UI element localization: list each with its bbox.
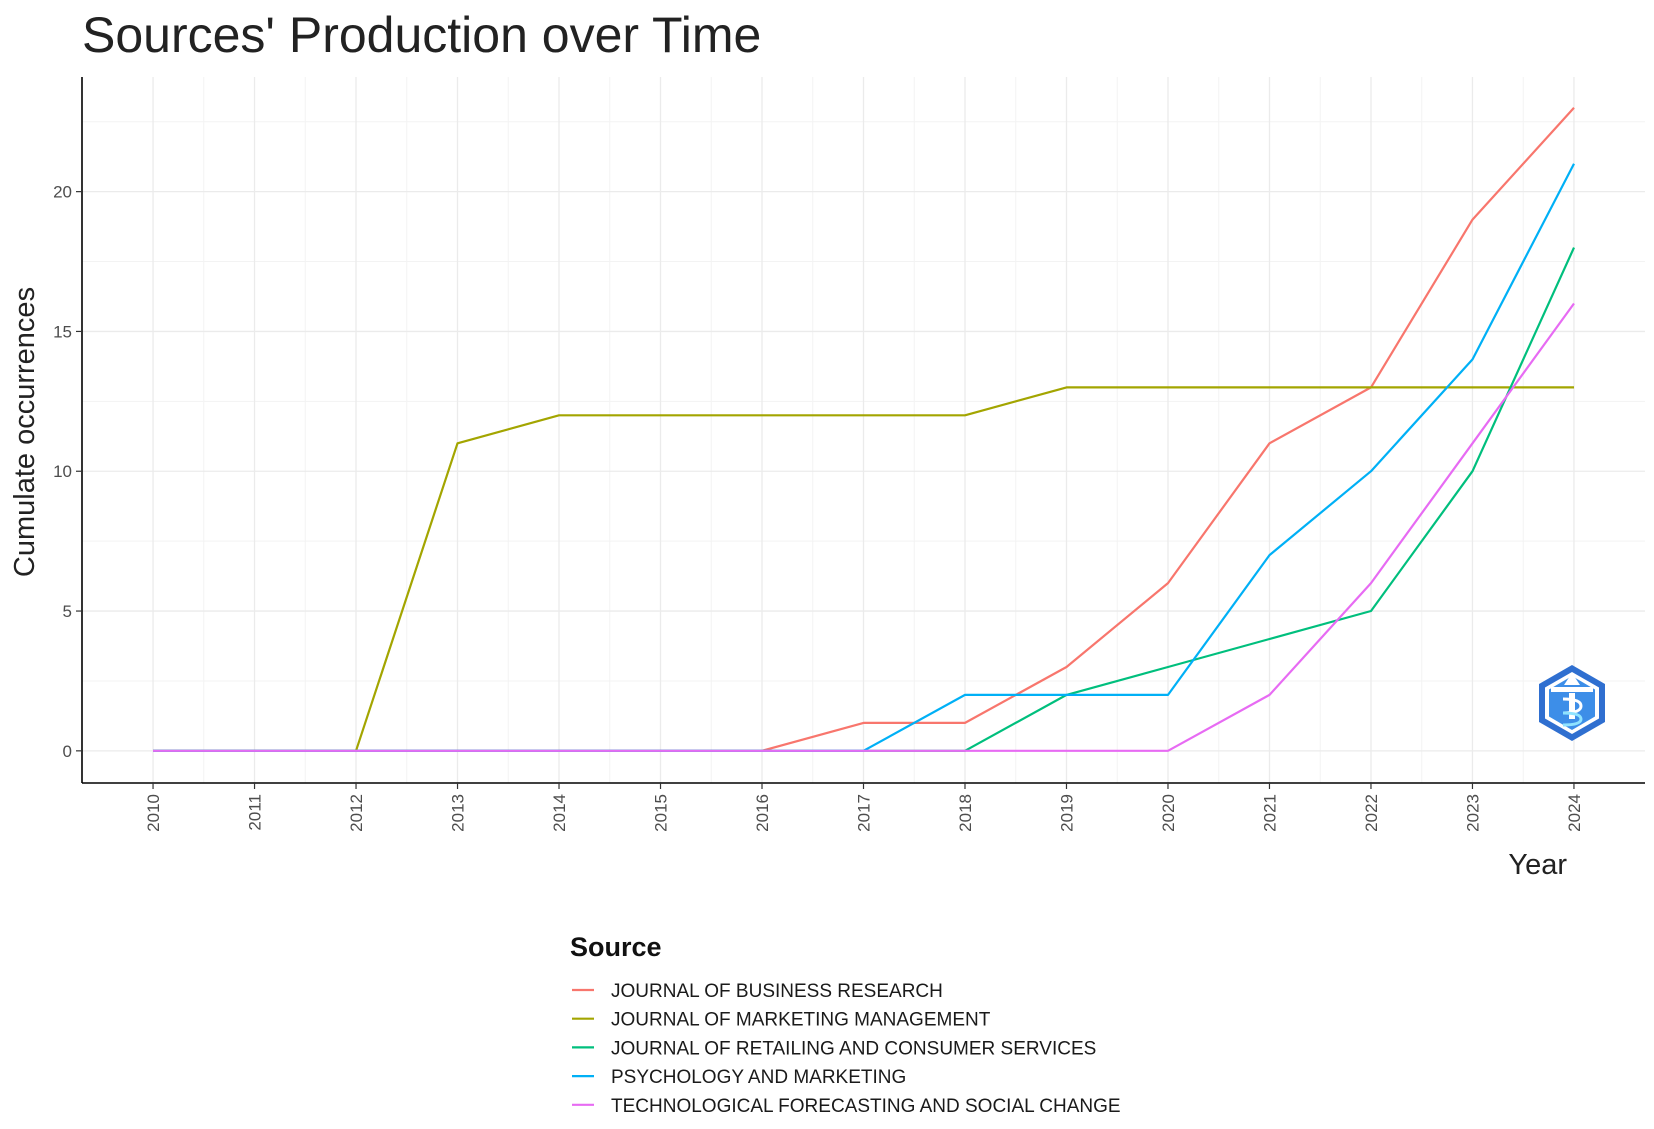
legend-label: JOURNAL OF MARKETING MANAGEMENT [611, 1010, 991, 1031]
chart-title: Sources' Production over Time [82, 7, 761, 63]
x-tick-label: 2016 [753, 794, 772, 832]
legend-label: TECHNOLOGICAL FORECASTING AND SOCIAL CHA… [611, 1096, 1121, 1117]
legend-title: Source [570, 932, 662, 962]
x-tick-label: 2018 [956, 794, 975, 832]
x-tick-label: 2011 [246, 794, 265, 831]
x-tick-label: 2021 [1260, 794, 1279, 832]
series-line-technological-forecasting-and-social-change [153, 302, 1575, 752]
y-axis-ticks: 0 5 10 15 20 [53, 183, 82, 761]
y-tick-label: 15 [53, 322, 72, 341]
legend-label: JOURNAL OF RETAILING AND CONSUMER SERVIC… [611, 1038, 1096, 1059]
x-tick-label: 2014 [550, 794, 569, 832]
y-tick-label: 5 [63, 602, 72, 621]
x-tick-label: 2013 [449, 794, 468, 832]
y-tick-label: 0 [63, 742, 72, 761]
legend: Source JOURNAL OF BUSINESS RESEARCHJOURN… [570, 932, 1121, 1117]
x-tick-label: 2015 [652, 794, 671, 832]
y-tick-label: 10 [53, 462, 72, 481]
y-tick-label: 20 [53, 183, 72, 202]
x-tick-label: 2023 [1463, 794, 1482, 832]
legend-items: JOURNAL OF BUSINESS RESEARCH JOURNAL OF M… [572, 981, 1121, 1117]
x-tick-label: 2019 [1057, 794, 1076, 832]
x-tick-label: 2010 [144, 794, 163, 832]
x-tick-label: 2017 [855, 794, 874, 832]
x-tick-label: 2012 [347, 794, 366, 832]
legend-label: PSYCHOLOGY AND MARKETING [611, 1067, 906, 1088]
x-tick-label: 2024 [1565, 794, 1584, 832]
x-tick-label: 2022 [1362, 794, 1381, 832]
legend-label: JOURNAL OF BUSINESS RESEARCH [611, 981, 943, 1002]
y-axis-title: Cumulate occurrences [9, 287, 41, 577]
x-axis-ticks: 2010 2011 2012 2013 2014 2015 2016 2017 2018 2019… [144, 783, 1584, 832]
x-axis-title: Year [1508, 849, 1567, 881]
grid-major [82, 77, 1645, 783]
series-line-journal-of-marketing-management [153, 386, 1574, 752]
bibliometrix-logo-icon [1539, 665, 1605, 741]
x-tick-label: 2020 [1159, 794, 1178, 832]
series-lines [153, 107, 1576, 752]
